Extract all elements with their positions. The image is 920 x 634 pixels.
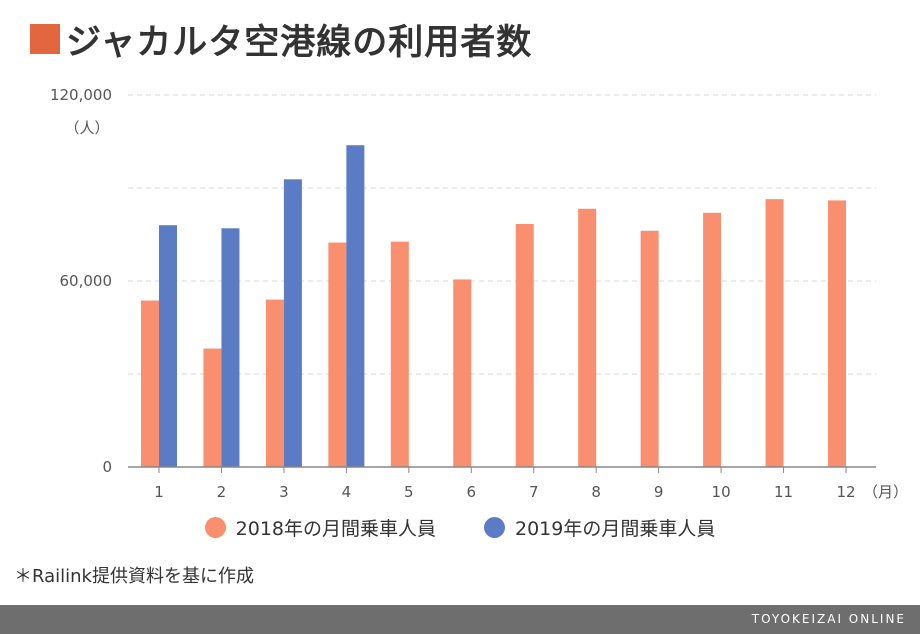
y-tick-label: 120,000 (50, 86, 112, 104)
x-tick-label: 12 (836, 483, 855, 501)
x-tick-label: 2 (217, 483, 227, 501)
legend-item-2019: 2019年の月間乗車人員 (484, 514, 715, 541)
source-note: ＊Railink提供資料を基に作成 (14, 566, 254, 587)
bar-2019 (221, 228, 240, 467)
y-unit-label: （人） (64, 119, 109, 137)
x-tick-label: 5 (404, 483, 414, 501)
legend-item-2018: 2018年の月間乗車人員 (204, 514, 436, 541)
legend: 2018年の月間乗車人員 2019年の月間乗車人員 (0, 514, 920, 541)
bar-2018 (765, 199, 784, 467)
bar-2018 (640, 230, 659, 467)
bar-2019 (159, 225, 177, 467)
bar-2018 (703, 212, 722, 467)
bar-2018 (578, 208, 597, 467)
x-tick-label: 1 (154, 483, 164, 501)
bar-2018 (203, 348, 222, 467)
footer-bar: TOYOKEIZAI ONLINE (0, 605, 920, 634)
x-unit-label: （月） (863, 483, 908, 501)
x-tick-label: 10 (712, 483, 731, 501)
y-tick-label: 0 (102, 458, 112, 476)
y-tick-label: 60,000 (60, 272, 113, 290)
bar-2019 (283, 179, 302, 467)
title-text: ジャカルタ空港線の利用者数 (66, 22, 533, 63)
x-tick-label: 4 (342, 483, 352, 501)
bar-2018 (141, 300, 159, 467)
bar-2019 (346, 145, 365, 467)
footer-brand: TOYOKEIZAI ONLINE (751, 612, 906, 626)
x-tick-label: 8 (591, 483, 601, 501)
bar-2018 (515, 223, 534, 467)
x-tick-label: 9 (654, 483, 664, 501)
bar-2018 (328, 242, 347, 467)
x-tick-label: 3 (279, 483, 289, 501)
bar-2018 (453, 279, 472, 467)
legend-label-2018: 2018年の月間乗車人員 (235, 518, 436, 540)
legend-label-2019: 2019年の月間乗車人員 (515, 518, 716, 540)
bar-2018 (390, 241, 409, 467)
legend-swatch-2018 (204, 517, 226, 538)
bar-2018 (828, 200, 846, 467)
x-tick-label: 11 (774, 483, 793, 501)
x-tick-label: 6 (466, 483, 476, 501)
title-marker (30, 24, 60, 54)
bar-2018 (265, 299, 284, 467)
x-tick-label: 7 (529, 483, 539, 501)
legend-swatch-2019 (484, 517, 505, 538)
chart-title: ジャカルタ空港線の利用者数 (30, 14, 532, 64)
